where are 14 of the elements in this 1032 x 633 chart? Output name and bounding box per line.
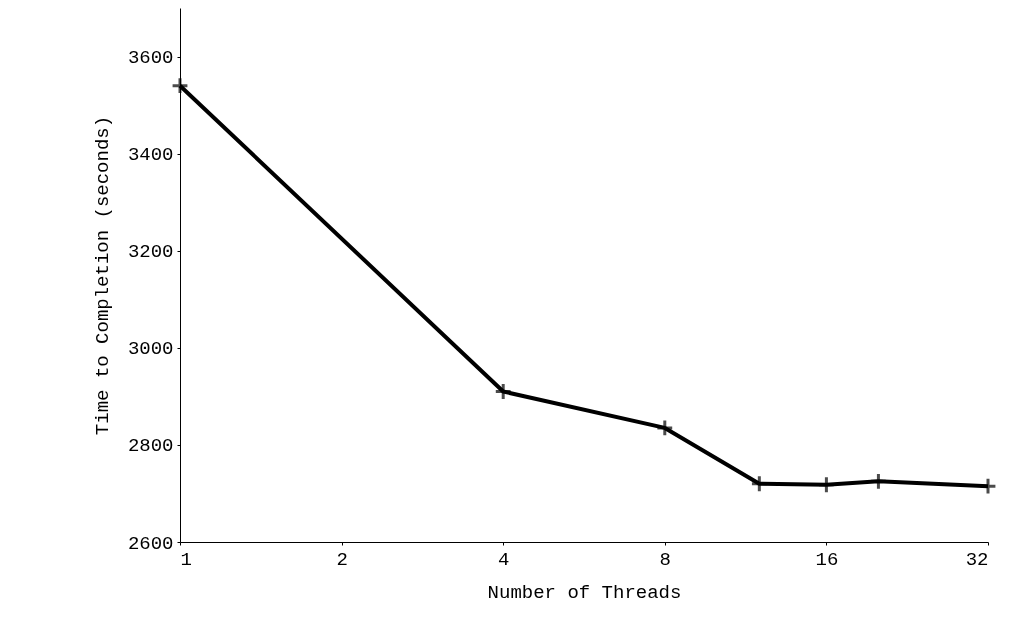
x-tick-label: 1: [180, 548, 192, 571]
x-tick-label: 8: [659, 548, 671, 571]
y-tick-label: 3000: [127, 338, 174, 361]
x-tick-label: 16: [815, 548, 839, 571]
y-tick-label: 2800: [127, 435, 174, 458]
y-tick-label: 3600: [127, 47, 174, 70]
y-tick-label: 2600: [127, 532, 174, 555]
x-tick-label: 2: [336, 548, 348, 571]
y-axis-title: Time to Completion (seconds): [91, 115, 114, 436]
y-tick-label: 3200: [127, 241, 174, 264]
y-tick-label: 3400: [127, 144, 174, 167]
x-tick-label: 4: [498, 548, 510, 571]
x-tick-label: 32: [965, 548, 989, 571]
x-axis-title: Number of Threads: [487, 581, 682, 604]
